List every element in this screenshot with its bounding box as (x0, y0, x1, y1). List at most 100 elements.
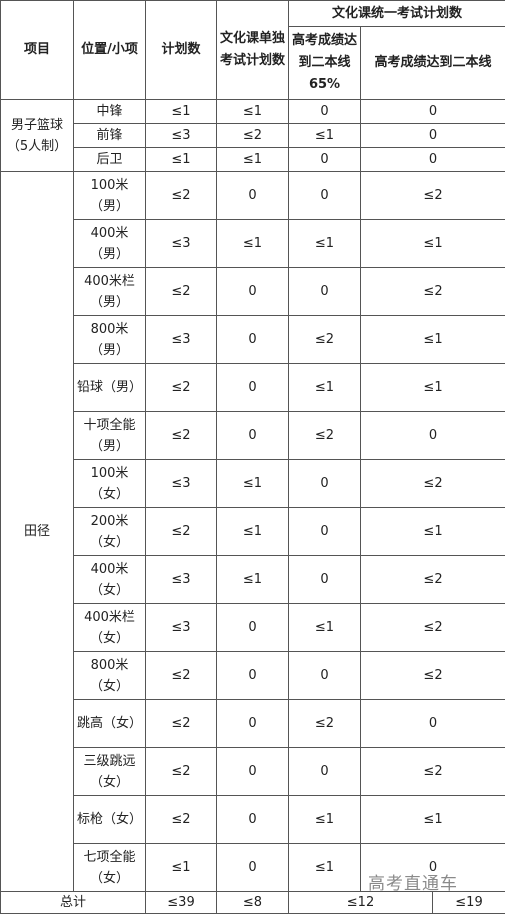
gaokao-65-cell: 0 (288, 459, 361, 508)
position-cell: 三级跳远（女） (73, 747, 146, 796)
table-row: 铅球（男） ≤2 0 ≤1 ≤1 (1, 363, 505, 412)
header-gaokao-65: 高考成绩达到二本线65% (288, 26, 361, 100)
table-body: 男子篮球（5人制） 中锋 ≤1 ≤1 0 0 前锋 ≤3 ≤2 ≤1 0 后卫 ≤1 ≤1 0 0 田径 100米… (0, 99, 505, 914)
table-row: 200米（女） ≤2 ≤1 0 ≤1 (1, 507, 505, 556)
gaokao-line-cell: ≤1 (359, 315, 505, 364)
position-cell: 800米（女） (73, 651, 146, 700)
position-cell: 800米（男） (73, 315, 146, 364)
plan-cell: ≤2 (145, 699, 217, 748)
table-row: 跳高（女） ≤2 0 ≤2 0 (1, 699, 505, 748)
table-row: 800米（女） ≤2 0 0 ≤2 (1, 651, 505, 700)
gaokao-line-cell: ≤1 (359, 795, 505, 844)
single-exam-cell: 0 (216, 411, 289, 460)
table-row: 男子篮球（5人制） 中锋 ≤1 ≤1 0 0 (0, 99, 505, 172)
plan-cell: ≤3 (145, 123, 217, 148)
single-exam-cell: ≤2 (216, 123, 289, 148)
gaokao-line-cell: ≤2 (359, 171, 505, 220)
gaokao-65-cell: ≤1 (288, 219, 361, 268)
plan-cell: ≤1 (145, 147, 217, 172)
gaokao-line-cell: ≤1 (359, 219, 505, 268)
group-name: 田径 (0, 171, 74, 892)
table-row: 400米栏（女） ≤3 0 ≤1 ≤2 (1, 603, 505, 652)
gaokao-65-cell: 0 (288, 555, 361, 604)
gaokao-65-cell: ≤2 (288, 411, 361, 460)
header-culture-single: 文化课单独考试计划数 (216, 0, 289, 100)
table-row: 800米（男） ≤3 0 ≤2 ≤1 (1, 315, 505, 364)
gaokao-65-cell: 0 (288, 267, 361, 316)
gaokao-65-cell: ≤1 (288, 843, 361, 892)
total-gaokao-line: ≤19 (431, 891, 505, 914)
position-cell: 十项全能（男） (73, 411, 146, 460)
gaokao-line-cell: 0 (359, 123, 505, 148)
table-row: 100米（女） ≤3 ≤1 0 ≤2 (1, 459, 505, 508)
single-exam-cell: 0 (216, 699, 289, 748)
single-exam-cell: ≤1 (216, 99, 289, 124)
plan-cell: ≤1 (145, 99, 217, 124)
position-cell: 中锋 (73, 99, 146, 124)
gaokao-65-cell: 0 (288, 651, 361, 700)
plan-cell: ≤2 (145, 171, 217, 220)
table-row: 400米（女） ≤3 ≤1 0 ≤2 (1, 555, 505, 604)
single-exam-cell: 0 (216, 603, 289, 652)
table-row: 400米栏（男） ≤2 0 0 ≤2 (1, 267, 505, 316)
watermark-text: 高考直通车 (368, 874, 458, 894)
gaokao-line-cell: ≤2 (359, 747, 505, 796)
table-row: 三级跳远（女） ≤2 0 0 ≤2 (1, 747, 505, 796)
table-row: 前锋 ≤3 ≤2 ≤1 0 (1, 123, 505, 148)
gaokao-65-cell: 0 (288, 507, 361, 556)
plan-cell: ≤3 (145, 219, 217, 268)
gaokao-line-cell: 0 (359, 411, 505, 460)
position-cell: 400米（男） (73, 219, 146, 268)
gaokao-line-cell: ≤2 (359, 267, 505, 316)
total-row: 总计 ≤39 ≤8 ≤12 ≤19 (0, 891, 505, 914)
plan-cell: ≤2 (145, 795, 217, 844)
single-exam-cell: 0 (216, 747, 289, 796)
plan-cell: ≤3 (145, 555, 217, 604)
single-exam-cell: ≤1 (216, 219, 289, 268)
position-cell: 100米（男） (73, 171, 146, 220)
single-exam-cell: 0 (216, 315, 289, 364)
gaokao-line-cell: 0 (359, 843, 505, 892)
header-culture-unified: 文化课统一考试计划数 (287, 0, 505, 27)
header-position: 位置/小项 (73, 0, 146, 100)
table-row: 十项全能（男） ≤2 0 ≤2 0 (1, 411, 505, 460)
gaokao-line-cell: 0 (359, 99, 505, 124)
plan-cell: ≤2 (145, 411, 217, 460)
plan-cell: ≤3 (145, 603, 217, 652)
header-gaokao-line: 高考成绩达到二本线 (359, 26, 505, 100)
total-label: 总计 (0, 891, 146, 914)
header-project: 项目 (0, 0, 74, 100)
position-cell: 200米（女） (73, 507, 146, 556)
gaokao-65-cell: 0 (288, 747, 361, 796)
gaokao-65-cell: ≤2 (288, 315, 361, 364)
gaokao-65-cell: 0 (288, 99, 361, 124)
table-row: 标枪（女） ≤2 0 ≤1 ≤1 (1, 795, 505, 844)
single-exam-cell: 0 (216, 363, 289, 412)
position-cell: 400米（女） (73, 555, 146, 604)
table-row: 后卫 ≤1 ≤1 0 0 (1, 147, 505, 172)
plan-cell: ≤2 (145, 363, 217, 412)
single-exam-cell: 0 (216, 171, 289, 220)
total-plan: ≤39 (145, 891, 217, 914)
total-single-exam: ≤8 (216, 891, 289, 914)
group-name: 男子篮球（5人制） (0, 99, 74, 172)
position-cell: 100米（女） (73, 459, 146, 508)
total-unified-exam: ≤12 (288, 891, 433, 914)
plan-cell: ≤1 (145, 843, 217, 892)
plan-cell: ≤2 (145, 507, 217, 556)
single-exam-cell: ≤1 (216, 459, 289, 508)
header-plan: 计划数 (145, 0, 217, 100)
single-exam-cell: 0 (216, 267, 289, 316)
plan-cell: ≤2 (145, 747, 217, 796)
plan-cell: ≤2 (145, 267, 217, 316)
single-exam-cell: 0 (216, 651, 289, 700)
position-cell: 400米栏（女） (73, 603, 146, 652)
position-cell: 标枪（女） (73, 795, 146, 844)
gaokao-line-cell: ≤1 (359, 363, 505, 412)
single-exam-cell: ≤1 (216, 555, 289, 604)
gaokao-line-cell: 0 (359, 147, 505, 172)
position-cell: 前锋 (73, 123, 146, 148)
plan-cell: ≤3 (145, 459, 217, 508)
gaokao-65-cell: ≤1 (288, 795, 361, 844)
